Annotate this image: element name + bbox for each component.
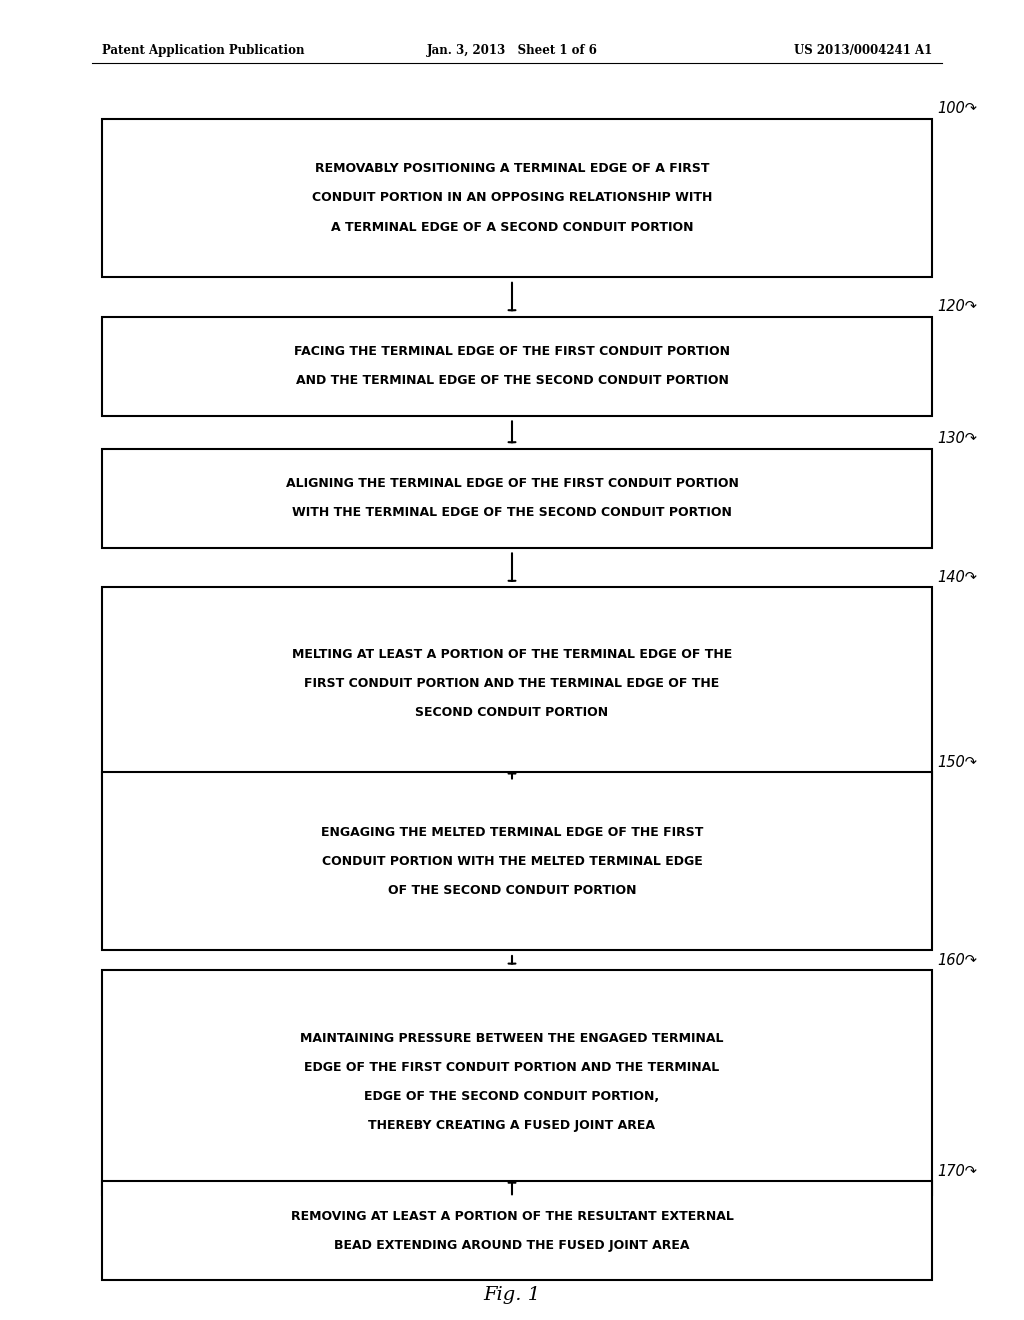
Bar [102,119,932,277]
Text: REMOVING AT LEAST A PORTION OF THE RESULTANT EXTERNAL: REMOVING AT LEAST A PORTION OF THE RESUL… [291,1210,733,1222]
Text: 130↷: 130↷ [937,432,977,446]
Text: ENGAGING THE MELTED TERMINAL EDGE OF THE FIRST: ENGAGING THE MELTED TERMINAL EDGE OF THE… [321,826,703,838]
Text: Jan. 3, 2013   Sheet 1 of 6: Jan. 3, 2013 Sheet 1 of 6 [427,44,597,57]
Text: 120↷: 120↷ [937,300,977,314]
Text: 170↷: 170↷ [937,1164,977,1179]
Text: A TERMINAL EDGE OF A SECOND CONDUIT PORTION: A TERMINAL EDGE OF A SECOND CONDUIT PORT… [331,220,693,234]
Text: Patent Application Publication: Patent Application Publication [102,44,305,57]
Text: 140↷: 140↷ [937,570,977,585]
Text: OF THE SECOND CONDUIT PORTION: OF THE SECOND CONDUIT PORTION [388,884,636,896]
Text: CONDUIT PORTION IN AN OPPOSING RELATIONSHIP WITH: CONDUIT PORTION IN AN OPPOSING RELATIONS… [312,191,712,205]
Text: FIRST CONDUIT PORTION AND THE TERMINAL EDGE OF THE: FIRST CONDUIT PORTION AND THE TERMINAL E… [304,677,720,689]
Text: 150↷: 150↷ [937,755,977,770]
Text: AND THE TERMINAL EDGE OF THE SECOND CONDUIT PORTION: AND THE TERMINAL EDGE OF THE SECOND COND… [296,375,728,387]
Text: WITH THE TERMINAL EDGE OF THE SECOND CONDUIT PORTION: WITH THE TERMINAL EDGE OF THE SECOND CON… [292,507,732,519]
Text: MAINTAINING PRESSURE BETWEEN THE ENGAGED TERMINAL: MAINTAINING PRESSURE BETWEEN THE ENGAGED… [300,1032,724,1045]
Text: Fig. 1: Fig. 1 [483,1286,541,1304]
Text: FACING THE TERMINAL EDGE OF THE FIRST CONDUIT PORTION: FACING THE TERMINAL EDGE OF THE FIRST CO… [294,346,730,358]
Bar [102,317,932,416]
Text: BEAD EXTENDING AROUND THE FUSED JOINT AREA: BEAD EXTENDING AROUND THE FUSED JOINT AR… [334,1239,690,1251]
Text: CONDUIT PORTION WITH THE MELTED TERMINAL EDGE: CONDUIT PORTION WITH THE MELTED TERMINAL… [322,855,702,867]
Text: REMOVABLY POSITIONING A TERMINAL EDGE OF A FIRST: REMOVABLY POSITIONING A TERMINAL EDGE OF… [314,162,710,176]
Text: 160↷: 160↷ [937,953,977,968]
Text: THEREBY CREATING A FUSED JOINT AREA: THEREBY CREATING A FUSED JOINT AREA [369,1119,655,1133]
Bar [102,970,932,1195]
Text: EDGE OF THE SECOND CONDUIT PORTION,: EDGE OF THE SECOND CONDUIT PORTION, [365,1090,659,1104]
Bar [102,587,932,779]
Text: ALIGNING THE TERMINAL EDGE OF THE FIRST CONDUIT PORTION: ALIGNING THE TERMINAL EDGE OF THE FIRST … [286,478,738,490]
Bar [102,449,932,548]
Text: SECOND CONDUIT PORTION: SECOND CONDUIT PORTION [416,706,608,718]
Text: MELTING AT LEAST A PORTION OF THE TERMINAL EDGE OF THE: MELTING AT LEAST A PORTION OF THE TERMIN… [292,648,732,660]
Text: 100↷: 100↷ [937,102,977,116]
Bar [102,1181,932,1280]
Text: EDGE OF THE FIRST CONDUIT PORTION AND THE TERMINAL: EDGE OF THE FIRST CONDUIT PORTION AND TH… [304,1061,720,1074]
Bar [102,772,932,950]
Text: US 2013/0004241 A1: US 2013/0004241 A1 [794,44,932,57]
